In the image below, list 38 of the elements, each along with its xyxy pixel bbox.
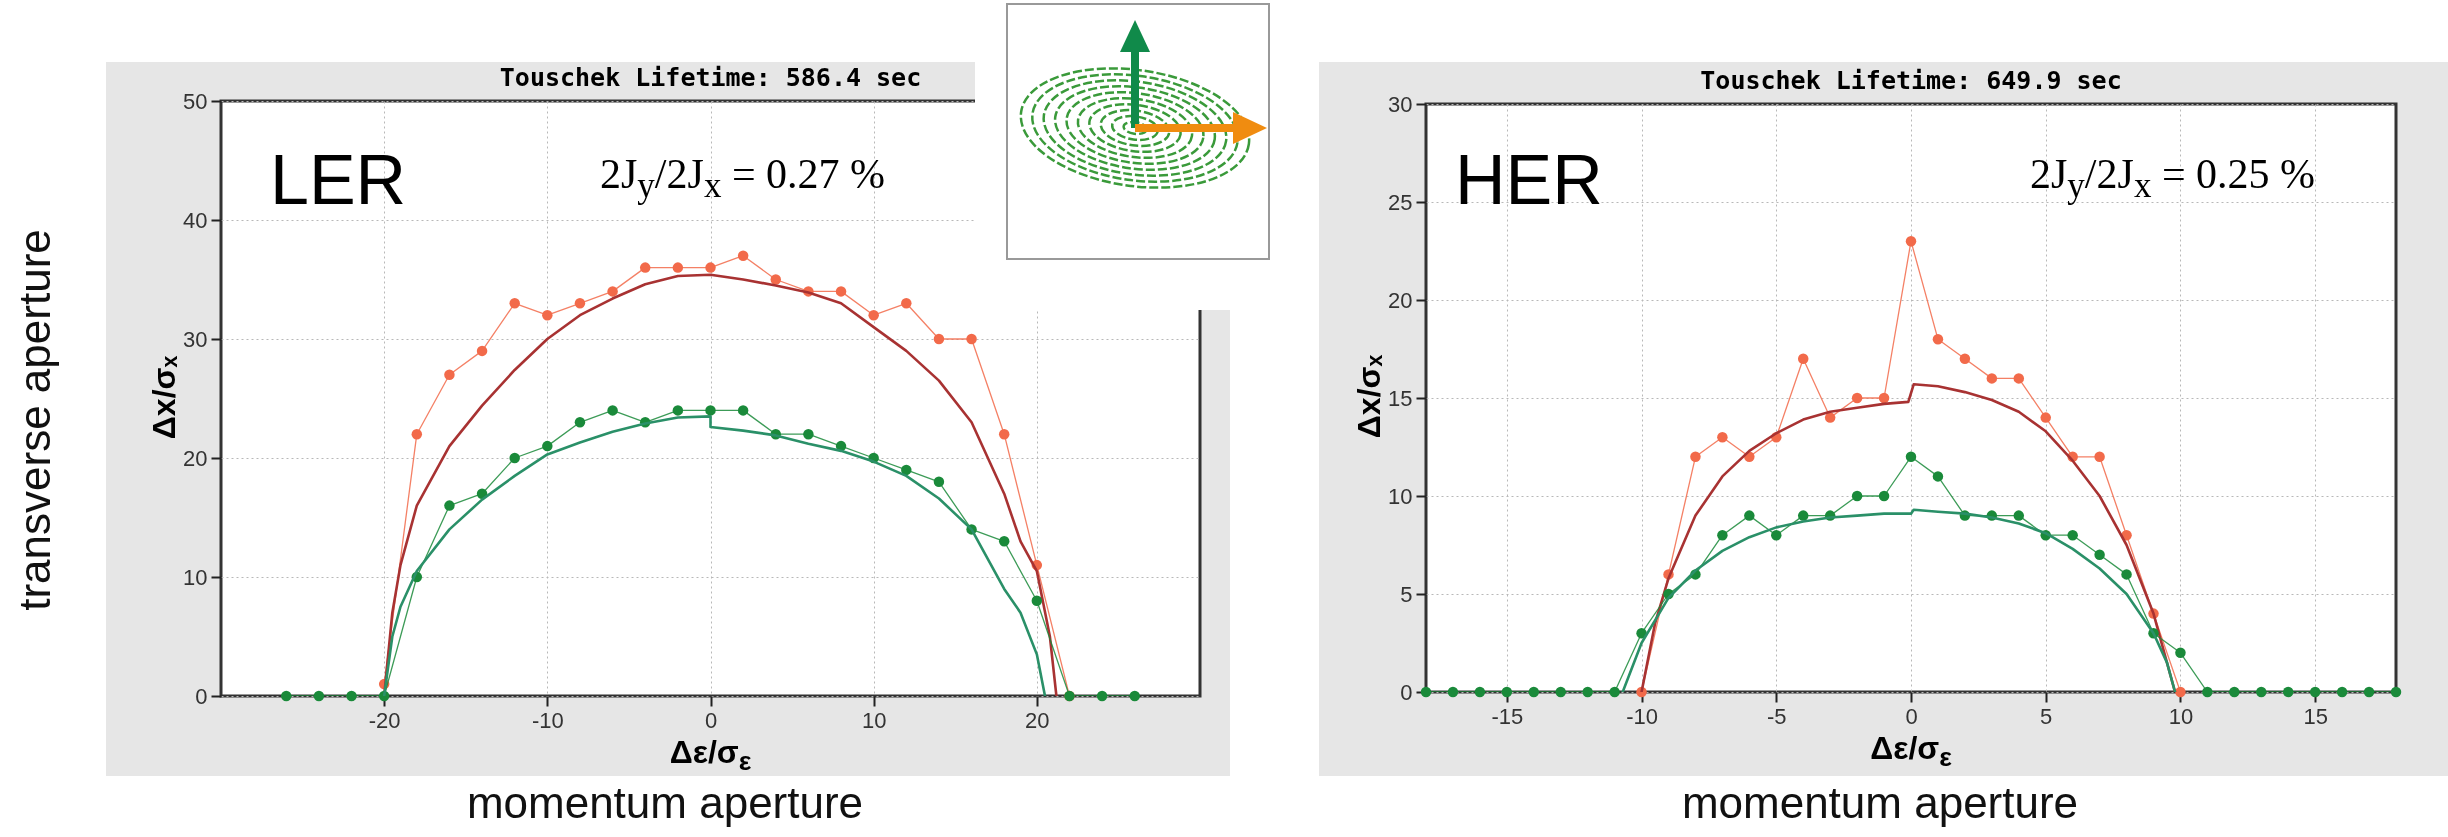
x-tick-label: 20 [1025,707,1050,733]
y-tick-label: 10 [183,564,208,590]
y-tick-label: 50 [183,88,208,114]
text: momentum aperture [465,778,865,828]
annotation: 2J$_{y}$/2J$_{x}$ = 0.27 % [600,150,886,207]
y-tick-label: 40 [183,207,208,233]
y-axis-title: Δx/σₓ [1350,353,1388,441]
chart-title: Touschek Lifetime: 586.4 sec [498,63,923,92]
x-axis-title: Δε/σ$_{ε}$ [1869,730,1953,774]
x-tick-label: -10 [1626,703,1658,729]
y-tick-label: 5 [1400,581,1413,607]
y-tick-label: 15 [1388,385,1413,411]
annotation: HER [1455,140,1603,220]
y-tick-label: 0 [195,683,208,709]
annotation: LER [270,140,407,220]
x-tick-label: -15 [1491,703,1524,729]
x-tick-label: -5 [1767,703,1787,729]
annotation: 2J$_{y}$/2J$_{x}$ = 0.25 % [2030,150,2316,207]
x-tick-label: 10 [861,707,887,733]
y-tick-label: 20 [1388,287,1413,313]
text: momentum aperture [1680,778,2080,828]
y-tick-label: 20 [183,445,208,471]
x-tick-label: -20 [368,707,401,733]
x-tick-label: -10 [531,707,564,733]
text: transverse aperture [10,229,60,611]
y-tick-label: 0 [1400,679,1413,705]
x-tick-label: 10 [2168,703,2194,729]
x-tick-label: 5 [2040,703,2053,729]
x-tick-label: 0 [704,707,718,733]
y-tick-label: 30 [1388,91,1413,117]
x-axis-title: Δε/σ$_{ε}$ [668,734,753,778]
x-tick-label: 0 [1905,703,1918,729]
y-tick-label: 30 [183,326,208,352]
x-tick-label: 15 [2303,703,2328,729]
chart-title: Touschek Lifetime: 649.9 sec [1699,66,2123,95]
y-axis-title: Δx/σₓ [145,354,183,441]
y-tick-label: 10 [1388,483,1413,509]
y-tick-label: 25 [1388,189,1413,215]
